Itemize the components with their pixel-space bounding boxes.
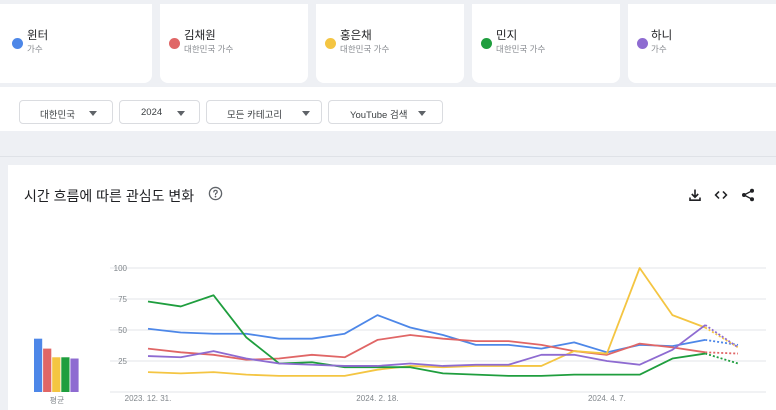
embed-code-icon[interactable] — [714, 188, 728, 202]
term-category-kimchaewon: 대한민국 가수 — [184, 44, 234, 54]
category-filter-dropdown[interactable]: 모든 카테고리 — [206, 100, 322, 124]
y-axis-ticks: 100 75 50 25 — [114, 264, 128, 366]
average-bar — [70, 358, 79, 392]
period-filter-label: 2024 — [141, 107, 163, 118]
term-color-dot — [481, 38, 492, 49]
term-name-winter: 윈터 — [27, 30, 49, 42]
chevron-down-icon — [418, 111, 426, 116]
region-filter-label: 대한민국 — [40, 110, 75, 121]
divider — [0, 156, 776, 157]
term-color-dot — [325, 38, 336, 49]
average-bar — [43, 348, 52, 392]
average-bar — [61, 357, 70, 392]
term-category-minji: 대한민국 가수 — [496, 44, 546, 54]
x-tick-label: 2024. 4. 7. — [588, 394, 626, 403]
y-tick-label: 75 — [118, 295, 127, 304]
x-tick-label: 2024. 2. 18. — [356, 394, 398, 403]
y-tick-label: 50 — [118, 326, 127, 335]
series-line — [147, 334, 706, 361]
term-card-winter[interactable] — [0, 4, 152, 83]
series-partial-segment — [704, 352, 739, 365]
source-filter-label: YouTube 검색 — [350, 110, 408, 121]
term-card-hongeunchae[interactable] — [316, 4, 464, 83]
x-axis-ticks: 2023. 12. 31. 2024. 2. 18. 2024. 4. 7. — [125, 394, 626, 403]
term-name-hanni: 하니 — [651, 30, 673, 42]
download-icon[interactable] — [688, 188, 702, 202]
help-circle-icon[interactable] — [208, 186, 223, 201]
series-line — [147, 314, 706, 354]
period-filter-dropdown[interactable]: 2024 — [119, 100, 200, 124]
chevron-down-icon — [89, 111, 97, 116]
interest-over-time-panel — [8, 165, 776, 410]
y-tick-label: 25 — [118, 357, 127, 366]
series-line — [147, 324, 706, 367]
term-color-dot — [12, 38, 23, 49]
series-partial-segment — [705, 351, 739, 355]
series-line — [147, 294, 706, 377]
y-tick-label: 100 — [114, 264, 128, 273]
term-name-minji: 민지 — [496, 30, 518, 42]
series-partial-segment — [705, 339, 739, 346]
series-partial-segment — [704, 324, 739, 349]
average-bars — [34, 338, 79, 392]
term-name-kimchaewon: 김채원 — [184, 30, 216, 42]
term-card-minji[interactable] — [472, 4, 620, 83]
page-title: 시간 흐름에 따른 관심도 변화 — [24, 188, 195, 204]
chevron-down-icon — [302, 111, 310, 116]
series-lines — [147, 267, 739, 377]
term-color-dot — [169, 38, 180, 49]
average-bar — [34, 338, 43, 392]
region-filter-dropdown[interactable]: 대한민국 — [19, 100, 113, 124]
chart-grid — [110, 267, 766, 393]
chevron-down-icon — [177, 111, 185, 116]
series-line — [147, 267, 706, 377]
term-name-hongeunchae: 홍은채 — [340, 30, 372, 42]
term-card-hanni[interactable] — [628, 4, 776, 83]
term-category-winter: 가수 — [27, 44, 43, 54]
category-filter-label: 모든 카테고리 — [227, 110, 283, 121]
term-card-kimchaewon[interactable] — [160, 4, 308, 83]
section-gap — [0, 131, 776, 165]
average-bar — [52, 357, 61, 392]
term-color-dot — [637, 38, 648, 49]
term-category-hongeunchae: 대한민국 가수 — [340, 44, 390, 54]
source-filter-dropdown[interactable]: YouTube 검색 — [328, 100, 443, 124]
term-category-hanni: 가수 — [651, 44, 667, 54]
x-tick-label: 2023. 12. 31. — [125, 394, 172, 403]
average-label: 평균 — [50, 395, 65, 405]
share-icon[interactable] — [741, 188, 755, 202]
